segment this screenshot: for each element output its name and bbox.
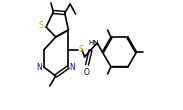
Text: N: N <box>37 62 42 72</box>
Text: S: S <box>39 21 44 30</box>
Text: O: O <box>83 68 89 77</box>
Text: HN: HN <box>88 40 99 46</box>
Text: S: S <box>79 45 83 54</box>
Text: N: N <box>70 62 75 72</box>
